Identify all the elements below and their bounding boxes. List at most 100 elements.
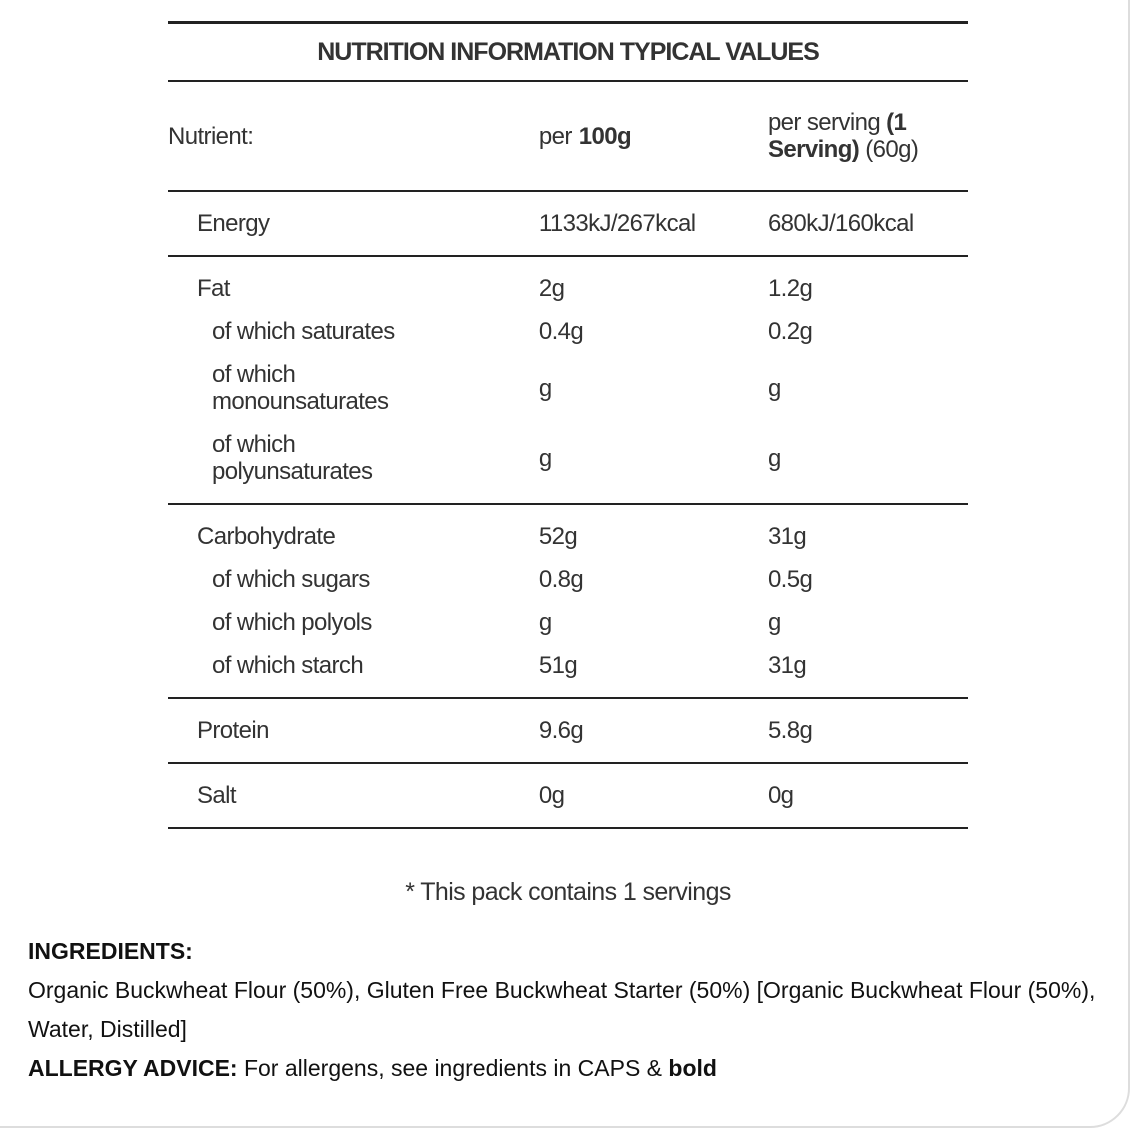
row: of which starch 51g 31g — [168, 644, 968, 698]
nutrient-name: of which polyunsaturates — [168, 423, 539, 504]
cell-text: 0.2g — [767, 318, 813, 345]
cell-text: Salt — [197, 782, 237, 809]
cell-text: 1133kJ/267kcal — [538, 210, 696, 237]
row: Energy 1133kJ/267kcal 680kJ/160kcal — [168, 191, 968, 256]
cell-text: g — [767, 374, 781, 402]
cell-text: of which monounsaturates — [212, 361, 389, 415]
nutrition-table: NUTRITION INFORMATION TYPICAL VALUES Nut… — [168, 21, 968, 829]
row-group: Protein 9.6g 5.8g — [168, 698, 968, 763]
nutrient-value: 680kJ/160kcal — [768, 191, 968, 256]
text: (60g) — [865, 136, 919, 163]
nutrient-name: of which polyols — [168, 601, 539, 644]
header-per100: per 100g — [538, 80, 768, 191]
row-group: Carbohydrate 52g 31g of which sugars 0.8g 0.5… — [168, 504, 968, 698]
row: of which sugars 0.8g 0.5g — [168, 558, 968, 601]
cell-text: 31g — [767, 652, 807, 679]
cell-text: g — [767, 609, 781, 636]
row-group: Fat 2g 1.2g of which saturates 0.4g 0.2g of wh… — [168, 256, 968, 504]
row-group: Salt 0g 0g — [168, 763, 968, 828]
row-group: Energy 1133kJ/267kcal 680kJ/160kcal — [168, 191, 968, 256]
allergy-text: For allergens, see ingredients in CAPS & — [243, 1055, 663, 1081]
nutrient-value: 31g — [768, 644, 968, 698]
nutrient-value: 9.6g — [539, 698, 768, 763]
nutrient-value: 0g — [539, 763, 768, 828]
cell-text: g — [538, 444, 552, 472]
nutrient-value: 1133kJ/267kcal — [539, 191, 768, 256]
cell-text: g — [538, 609, 552, 636]
footnote: * This pack contains 1 servings — [405, 878, 731, 906]
cell-text: Fat — [197, 275, 230, 302]
nutrient-name: Fat — [168, 256, 539, 310]
nutrient-name: of which saturates — [168, 310, 539, 353]
nutrient-name: Energy — [168, 191, 539, 256]
header-per-serving: per serving (1 Serving) (60g) — [767, 80, 968, 191]
text: per serving — [767, 109, 881, 136]
text: per — [538, 122, 572, 150]
nutrient-value: g — [768, 353, 968, 423]
cell-text: 0g — [767, 782, 794, 809]
cell-text: of which saturates — [212, 318, 395, 345]
cell-text: Carbohydrate — [197, 523, 336, 550]
cell-text: 680kJ/160kcal — [767, 210, 914, 237]
row: Fat 2g 1.2g — [168, 256, 968, 310]
allergy-label: ALLERGY ADVICE: — [28, 1055, 238, 1081]
cell-text: g — [538, 374, 552, 402]
ingredients-heading: INGREDIENTS: — [28, 938, 193, 964]
row: of which saturates 0.4g 0.2g — [168, 310, 968, 353]
nutrient-value: g — [768, 601, 968, 644]
nutrient-value: 0.4g — [539, 310, 768, 353]
cell-text: Energy — [197, 210, 270, 237]
cell-text: g — [767, 444, 781, 472]
text: 100g — [578, 122, 632, 150]
row: of which monounsaturates g g — [168, 353, 968, 423]
cell-text: 1.2g — [767, 275, 813, 302]
nutrient-value: g — [768, 423, 968, 504]
ingredients-text: Organic Buckwheat Flour (50%), Gluten Fr… — [28, 977, 1096, 1042]
nutrient-value: 52g — [539, 504, 768, 558]
cell-text: 5.8g — [767, 717, 813, 744]
cell-text: 9.6g — [538, 717, 584, 744]
row: Carbohydrate 52g 31g — [168, 504, 968, 558]
nutrient-value: 31g — [768, 504, 968, 558]
cell-text: 2g — [538, 275, 565, 302]
cell-text: of which sugars — [212, 566, 370, 593]
table-title: NUTRITION INFORMATION TYPICAL VALUES — [168, 21, 968, 81]
nutrient-value: 2g — [539, 256, 768, 310]
cell-text: 0.4g — [538, 318, 584, 345]
cell-text: of which polyols — [212, 609, 372, 636]
nutrient-value: 0.2g — [768, 310, 968, 353]
cell-text: Protein — [197, 717, 269, 744]
nutrient-value: g — [539, 423, 768, 504]
nutrient-value: g — [539, 601, 768, 644]
cell-text: 0.8g — [538, 566, 584, 593]
nutrient-value: 1.2g — [768, 256, 968, 310]
nutrient-value: 0.8g — [539, 558, 768, 601]
nutrient-name: Protein — [168, 698, 539, 763]
cell-text: 52g — [538, 523, 578, 550]
text: (1 Serving) — [767, 109, 907, 163]
nutrient-value: 0g — [768, 763, 968, 828]
cell-text: of which starch — [212, 652, 364, 679]
nutrient-name: of which sugars — [168, 558, 539, 601]
cell-text: of which polyunsaturates — [212, 431, 373, 485]
header-nutrient: Nutrient: — [168, 80, 539, 191]
nutrient-value: 51g — [539, 644, 768, 698]
nutrient-value: 0.5g — [768, 558, 968, 601]
nutrient-name: of which monounsaturates — [168, 353, 539, 423]
nutrient-name: of which starch — [168, 644, 539, 698]
ingredients: INGREDIENTS: Organic Buckwheat Flour (50… — [28, 932, 1098, 1088]
row: of which polyunsaturates g g — [168, 423, 968, 504]
cell-text: 0.5g — [767, 566, 813, 593]
nutrient-value: 5.8g — [768, 698, 968, 763]
cell-text: 0g — [538, 782, 565, 809]
cell-text: 51g — [538, 652, 578, 679]
allergy-bold: bold — [668, 1055, 717, 1081]
nutrient-name: Salt — [168, 763, 539, 828]
cell-text: 31g — [767, 523, 807, 550]
row: Protein 9.6g 5.8g — [168, 698, 968, 763]
row: Salt 0g 0g — [168, 763, 968, 828]
row: of which polyols g g — [168, 601, 968, 644]
nutrient-name: Carbohydrate — [168, 504, 539, 558]
